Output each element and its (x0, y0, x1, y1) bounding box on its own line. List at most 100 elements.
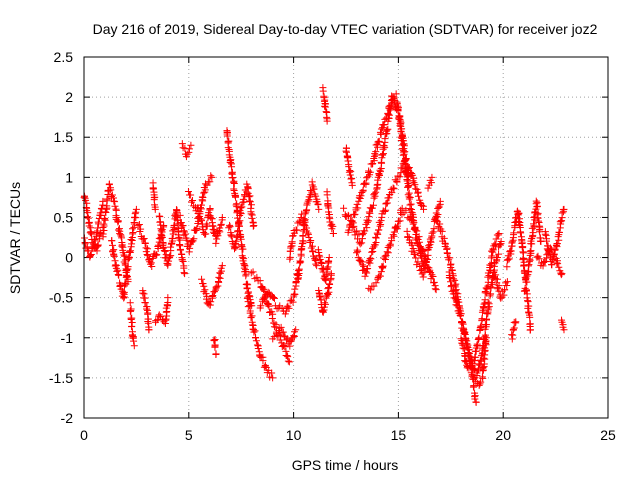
data-point (226, 223, 234, 231)
data-point (452, 297, 460, 305)
data-point (120, 294, 128, 302)
data-point (321, 103, 329, 111)
data-point (285, 304, 293, 312)
data-point (402, 156, 410, 164)
data-point (248, 312, 256, 320)
data-point (411, 224, 419, 232)
data-point (501, 286, 509, 294)
data-point (298, 243, 306, 251)
data-point (251, 327, 259, 335)
data-point (122, 280, 130, 288)
ticks: -2 -1.5 -1 -0.5 0 0.5 1 1.5 2 2.5 0 5 10 15 20 25 (49, 49, 616, 443)
data-point (127, 247, 135, 255)
data-point (172, 212, 180, 220)
data-point (376, 272, 384, 280)
data-point (304, 197, 312, 205)
data-point (414, 192, 422, 200)
data-point (392, 90, 400, 98)
data-point (295, 217, 303, 225)
data-point (299, 227, 307, 235)
data-point (404, 173, 412, 181)
data-point (526, 326, 534, 334)
data-point (376, 222, 384, 230)
data-point (443, 249, 451, 257)
data-point (283, 352, 291, 360)
data-point (100, 220, 108, 228)
data-point (367, 255, 375, 263)
data-point (401, 148, 409, 156)
x-tick-label: 5 (185, 427, 193, 443)
data-point (144, 252, 152, 260)
data-point (484, 273, 492, 281)
data-point (374, 180, 382, 188)
data-point (503, 278, 511, 286)
data-point (427, 237, 435, 245)
data-point (482, 338, 490, 346)
data-point (509, 331, 517, 339)
data-point (163, 308, 171, 316)
data-point (153, 251, 161, 259)
data-point (396, 112, 404, 120)
data-point (479, 374, 487, 382)
data-point (212, 239, 220, 247)
data-point (357, 192, 365, 200)
data-point (519, 248, 527, 256)
data-point (246, 198, 254, 206)
data-points (80, 84, 568, 406)
data-point (297, 252, 305, 260)
data-point (126, 248, 134, 256)
data-point (250, 328, 258, 336)
data-point (184, 187, 192, 195)
data-point (244, 303, 252, 311)
data-point (510, 229, 518, 237)
data-point (351, 210, 359, 218)
data-point (495, 229, 503, 237)
data-point (122, 268, 130, 276)
data-point (372, 279, 380, 287)
data-point (480, 303, 488, 311)
data-point (110, 251, 118, 259)
data-point (374, 230, 382, 238)
data-point (558, 209, 566, 217)
data-point (526, 313, 534, 321)
data-point (217, 220, 225, 228)
data-point (276, 336, 284, 344)
data-point (296, 259, 304, 267)
data-point (123, 267, 131, 275)
x-tick-label: 20 (495, 427, 511, 443)
data-point (107, 186, 115, 194)
data-point (460, 330, 468, 338)
data-point (313, 262, 321, 270)
data-point (321, 275, 329, 283)
data-point (183, 150, 191, 158)
data-point (121, 279, 129, 287)
data-point (377, 158, 385, 166)
data-point (270, 294, 278, 302)
data-point (383, 126, 391, 134)
data-point (206, 205, 214, 213)
data-point (416, 266, 424, 274)
data-point (553, 240, 561, 248)
data-point (468, 362, 476, 370)
data-point (440, 234, 448, 242)
data-point (189, 197, 197, 205)
data-point (400, 142, 408, 150)
data-point (418, 270, 426, 278)
data-point (285, 358, 293, 366)
data-point (525, 268, 533, 276)
data-point (108, 191, 116, 199)
data-point (372, 234, 380, 242)
data-point (353, 200, 361, 208)
data-point (237, 204, 245, 212)
data-point (162, 315, 170, 323)
data-point (363, 224, 371, 232)
data-point (116, 227, 124, 235)
data-point (492, 235, 500, 243)
data-point (261, 362, 269, 370)
data-point (186, 244, 194, 252)
y-tick-label: -2 (61, 410, 74, 426)
data-point (176, 245, 184, 253)
data-point (418, 202, 426, 210)
data-point (179, 257, 187, 265)
data-point (99, 230, 107, 238)
